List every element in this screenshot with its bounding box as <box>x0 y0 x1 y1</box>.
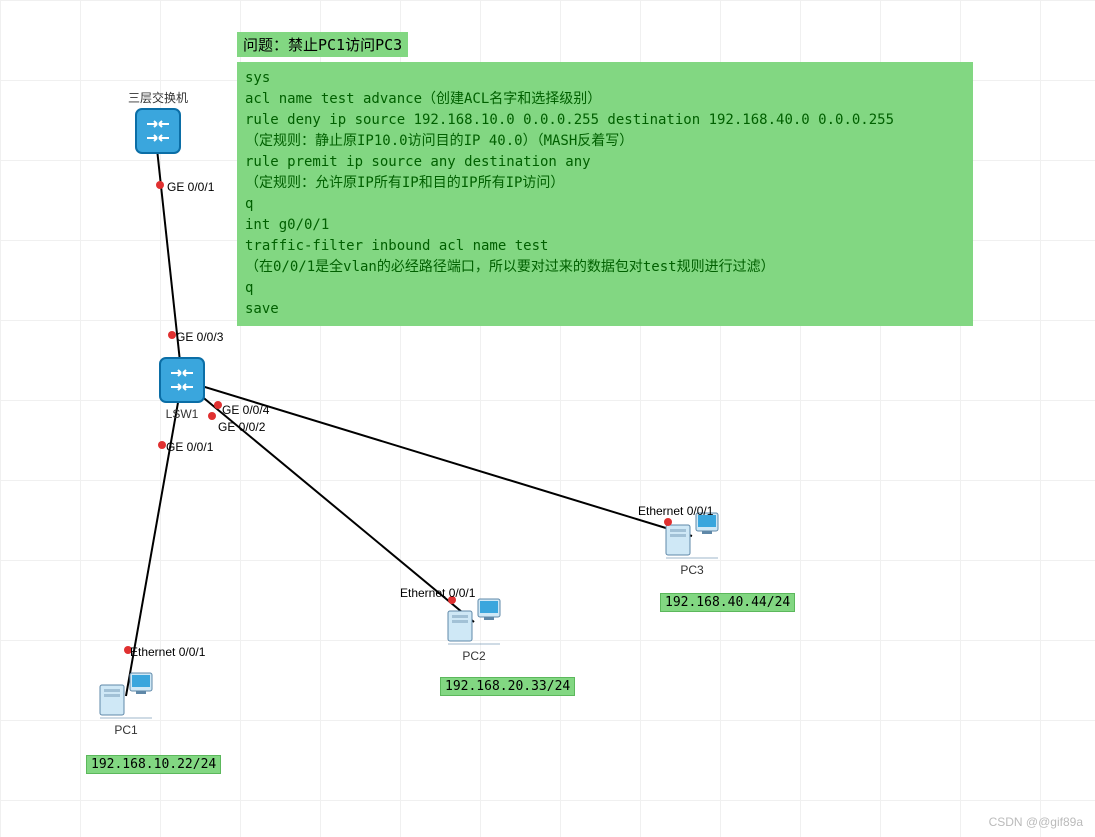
port-dot-3 <box>208 412 216 420</box>
port-dot-7 <box>664 518 672 526</box>
port-label-7: Ethernet 0/0/1 <box>638 504 713 518</box>
port-label-0: GE 0/0/1 <box>167 180 214 194</box>
node-label-pc1: PC1 <box>98 723 154 737</box>
node-pc2[interactable]: PC2 <box>446 597 502 663</box>
node-pc1[interactable]: PC1 <box>98 671 154 737</box>
port-label-3: GE 0/0/2 <box>218 420 265 434</box>
port-label-1: GE 0/0/3 <box>176 330 223 344</box>
node-lsw1[interactable]: LSW1 <box>157 355 207 421</box>
port-dot-0 <box>156 181 164 189</box>
ip-box-pc1_ip: 192.168.10.22/24 <box>86 755 221 774</box>
port-label-5: Ethernet 0/0/1 <box>130 645 205 659</box>
ip-box-pc2_ip: 192.168.20.33/24 <box>440 677 575 696</box>
port-dot-4 <box>158 441 166 449</box>
problem-title: 问题：禁止PC1访问PC3 <box>237 32 408 57</box>
port-label-2: GE 0/0/4 <box>222 403 269 417</box>
node-l3sw[interactable]: 三层交换机 <box>128 87 188 156</box>
ip-box-pc3_ip: 192.168.40.44/24 <box>660 593 795 612</box>
watermark-text: CSDN @@gif89a <box>989 815 1083 829</box>
diagram-canvas: 问题：禁止PC1访问PC3 sys acl name test advance（… <box>0 0 1095 837</box>
node-label-pc3: PC3 <box>664 563 720 577</box>
node-label-pc2: PC2 <box>446 649 502 663</box>
node-label-lsw1: LSW1 <box>157 407 207 421</box>
node-label-l3sw: 三层交换机 <box>128 89 188 106</box>
port-dot-1 <box>168 331 176 339</box>
config-code-block: sys acl name test advance（创建ACL名字和选择级别） … <box>237 62 973 326</box>
port-label-6: Ethernet 0/0/1 <box>400 586 475 600</box>
node-pc3[interactable]: PC3 <box>664 511 720 577</box>
port-dot-2 <box>214 401 222 409</box>
port-label-4: GE 0/0/1 <box>166 440 213 454</box>
